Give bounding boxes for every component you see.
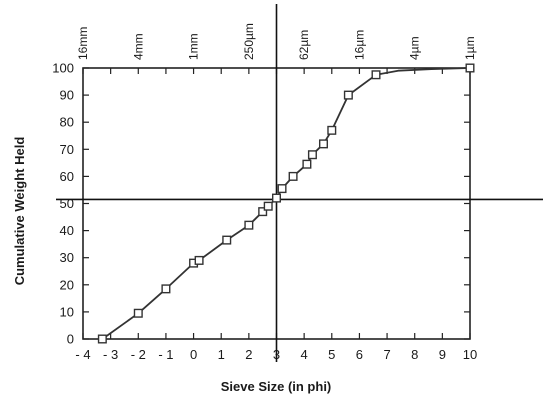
data-point	[97, 334, 107, 344]
y-tick-label: 100	[52, 61, 74, 76]
data-point	[465, 63, 475, 73]
x-tick-label: 0	[190, 347, 197, 362]
y-tick-label: 20	[60, 277, 74, 292]
data-point	[263, 201, 273, 211]
data-point	[318, 139, 328, 149]
data-point	[272, 193, 282, 203]
x-tick-label: 1	[218, 347, 225, 362]
x-tick-label: 8	[411, 347, 418, 362]
data-point	[194, 255, 204, 265]
top-axis-label: 4µm	[408, 36, 422, 60]
data-point	[244, 220, 254, 230]
data-point	[343, 90, 353, 100]
top-axis-label: 1mm	[187, 33, 201, 60]
y-tick-label: 90	[60, 88, 74, 103]
top-axis-label: 16µm	[352, 30, 366, 60]
data-point	[133, 308, 143, 318]
x-tick-label: - 2	[131, 347, 146, 362]
y-tick-label: 70	[60, 142, 74, 157]
x-tick-label: - 4	[75, 347, 90, 362]
data-point	[222, 235, 232, 245]
data-point	[277, 184, 287, 194]
data-point	[307, 150, 317, 160]
data-point	[258, 207, 268, 217]
x-tick-label: 6	[356, 347, 363, 362]
y-tick-label: 40	[60, 223, 74, 238]
y-tick-label: 0	[67, 332, 74, 347]
series-line	[101, 67, 471, 340]
data-point	[161, 284, 171, 294]
y-tick-label: 60	[60, 169, 74, 184]
x-axis-title: Sieve Size (in phi)	[221, 379, 332, 394]
data-point	[288, 171, 298, 181]
x-tick-label: - 1	[158, 347, 173, 362]
y-tick-label: 80	[60, 115, 74, 130]
x-tick-label: 4	[301, 347, 308, 362]
data-point	[327, 125, 337, 135]
x-tick-label: 7	[383, 347, 390, 362]
y-tick-label: 10	[60, 304, 74, 319]
y-tick-label: 50	[60, 196, 74, 211]
data-point	[371, 70, 381, 80]
top-axis-label: 16mm	[76, 27, 90, 60]
y-tick-label: 30	[60, 250, 74, 265]
top-axis-label: 250µm	[242, 23, 256, 60]
top-axis-label: 4mm	[131, 33, 145, 60]
x-tick-label: - 3	[103, 347, 118, 362]
x-tick-label: 10	[463, 347, 477, 362]
x-tick-label: 5	[328, 347, 335, 362]
x-tick-label: 9	[439, 347, 446, 362]
top-axis-label: 1µm	[463, 36, 477, 60]
y-axis-title: Cumulative Weight Held	[12, 137, 27, 286]
data-point	[302, 159, 312, 169]
top-axis-label: 62µm	[297, 30, 311, 60]
x-tick-label: 2	[245, 347, 252, 362]
